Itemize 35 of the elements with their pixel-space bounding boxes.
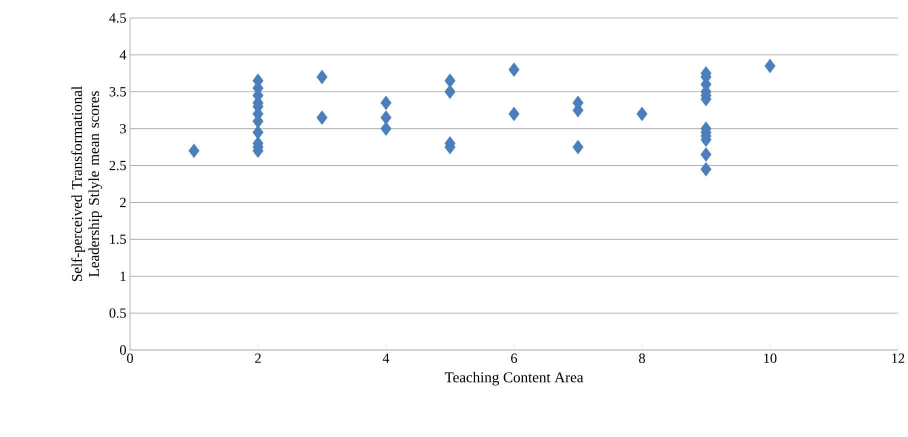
y-tick-label: 0 <box>120 345 126 355</box>
x-tick-label: 6 <box>511 354 518 363</box>
point <box>764 58 776 74</box>
point <box>188 144 200 158</box>
y-tick-label: 1.5 <box>110 234 126 244</box>
x-tick-label: 12 <box>892 354 904 363</box>
point <box>316 110 328 125</box>
point <box>508 106 520 122</box>
y-tick-label: 4.5 <box>109 13 126 23</box>
x-axis-title: Teaching Content Area <box>444 372 584 386</box>
point <box>380 96 392 110</box>
y-tick-label: 0.5 <box>110 308 126 318</box>
point <box>700 147 712 162</box>
y-tick-label: 2.5 <box>110 160 126 170</box>
x-tick-label: 0 <box>127 354 133 363</box>
point <box>380 110 392 125</box>
x-tick-label: 4 <box>382 354 390 363</box>
y-tick-label: 1 <box>120 272 126 281</box>
y-tick-label: 4 <box>120 50 126 60</box>
point <box>572 140 584 154</box>
point <box>380 121 392 136</box>
point <box>636 106 648 122</box>
y-tick-label: 3 <box>120 124 126 134</box>
x-tick-label: 10 <box>764 354 776 363</box>
point <box>700 162 712 176</box>
y-tick-label: 3.5 <box>110 87 126 97</box>
x-tick-label: 8 <box>639 354 645 363</box>
y-tick-label: 2 <box>120 198 126 208</box>
point <box>508 62 520 77</box>
point <box>444 74 456 88</box>
point <box>444 84 456 99</box>
x-tick-label: 2 <box>255 354 261 363</box>
point <box>316 70 328 84</box>
point <box>252 125 264 140</box>
y-axis-title: Self-perceived Transformational Leadership Stlyle mean scores <box>71 86 102 282</box>
